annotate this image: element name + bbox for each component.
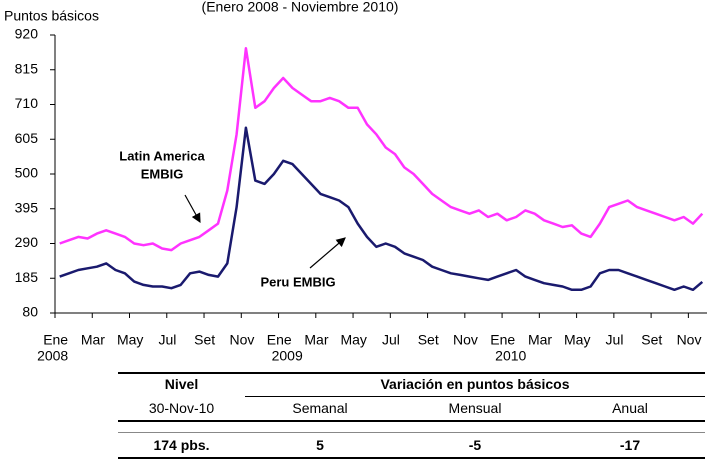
year-label: 2010 xyxy=(495,348,526,364)
y-tick-label: 185 xyxy=(15,269,39,285)
arrow xyxy=(309,237,346,269)
x-tick-label: Ene xyxy=(490,332,515,348)
x-tick-label: Ene xyxy=(267,332,292,348)
y-tick-label: 80 xyxy=(22,304,38,320)
line-series xyxy=(59,126,704,292)
x-tick-label: Set xyxy=(194,332,215,348)
y-tick-label: 605 xyxy=(15,130,39,146)
rule xyxy=(245,396,705,397)
table-subheader: Semanal xyxy=(292,400,348,416)
x-tick-label: Jul xyxy=(158,332,176,348)
chart-title: (Enero 2008 - Noviembre 2010) xyxy=(202,0,399,15)
table-cell: 174 pbs. xyxy=(153,437,210,453)
table-header: Nivel xyxy=(164,376,199,392)
x-tick-label: May xyxy=(117,332,143,348)
rule xyxy=(118,432,705,433)
x-tick-label: Nov xyxy=(677,332,702,348)
y-tick-label: 395 xyxy=(15,199,39,215)
table-cell: -5 xyxy=(468,437,482,453)
y-tick-label: 815 xyxy=(15,60,39,76)
table-subheader: Anual xyxy=(612,400,648,416)
y-tick-label: 290 xyxy=(15,234,39,250)
year-label: 2009 xyxy=(272,348,303,364)
arrow xyxy=(184,194,201,224)
table-cell: 5 xyxy=(316,437,324,453)
table-subheader: 30-Nov-10 xyxy=(148,400,215,416)
y-tick-label: 500 xyxy=(15,165,39,181)
chart: (Enero 2008 - Noviembre 2010) Puntos bás… xyxy=(4,0,707,364)
x-tick-label: Set xyxy=(418,332,439,348)
table-subheader: Mensual xyxy=(448,400,502,416)
x-tick-label: Mar xyxy=(304,332,328,348)
y-axis-label: Puntos básicos xyxy=(4,8,99,24)
y-tick-label: 710 xyxy=(15,95,39,111)
table-header: Variación en puntos básicos xyxy=(380,376,570,392)
table-cell: -17 xyxy=(619,437,641,453)
rule xyxy=(118,372,705,374)
y-tick-label: 920 xyxy=(15,26,39,42)
x-tick-label: Nov xyxy=(229,332,254,348)
x-tick-label: Jul xyxy=(382,332,400,348)
line-series xyxy=(59,46,704,252)
annotation: EMBIG xyxy=(141,166,184,181)
rule xyxy=(118,420,705,422)
year-label: 2008 xyxy=(37,348,68,364)
annotation: Peru EMBIG xyxy=(260,274,335,289)
x-tick-label: Ene xyxy=(43,332,68,348)
x-tick-label: May xyxy=(564,332,590,348)
annotation: Latin America xyxy=(119,148,205,163)
x-tick-label: Mar xyxy=(528,332,552,348)
x-tick-label: May xyxy=(340,332,366,348)
rule xyxy=(118,457,705,459)
x-tick-label: Set xyxy=(641,332,662,348)
x-tick-label: Nov xyxy=(453,332,478,348)
x-tick-label: Jul xyxy=(606,332,624,348)
x-tick-label: Mar xyxy=(81,332,105,348)
